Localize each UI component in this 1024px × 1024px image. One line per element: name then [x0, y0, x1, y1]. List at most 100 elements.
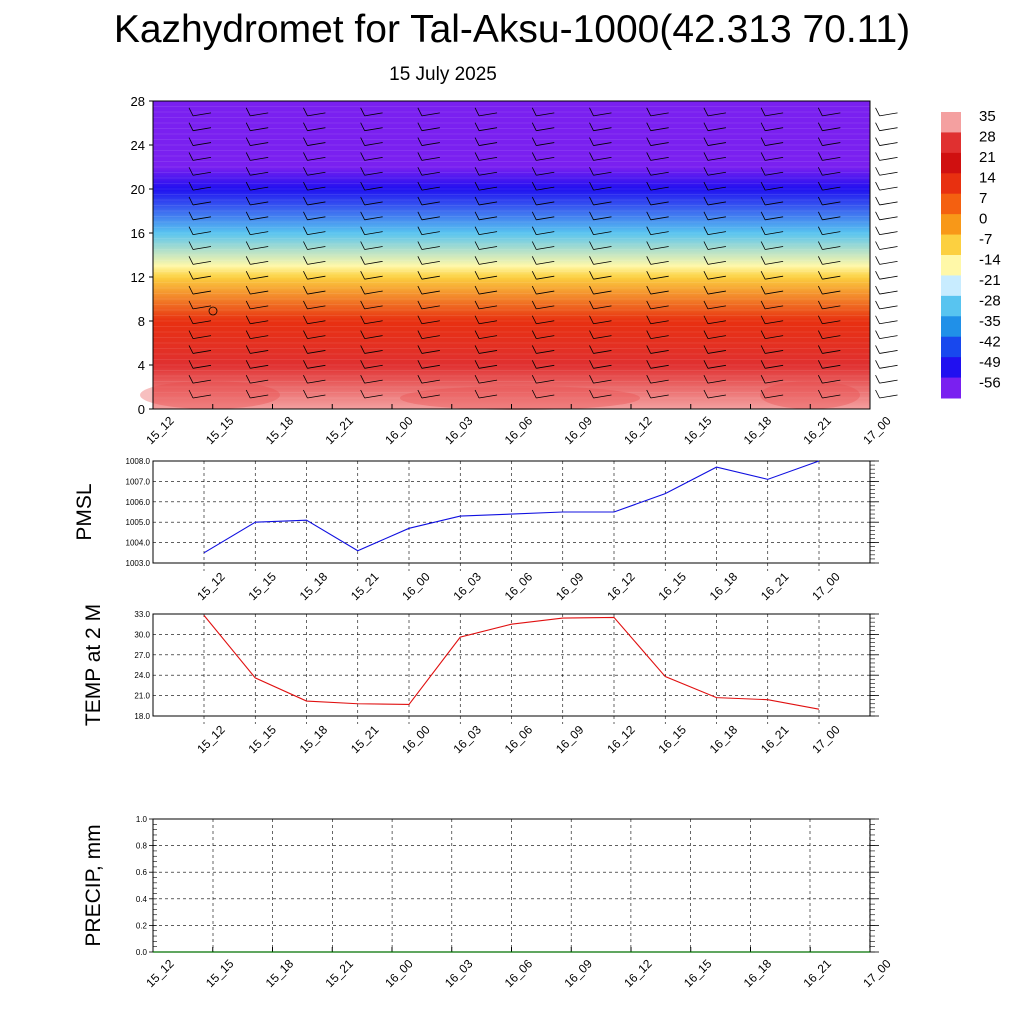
wind-barb-flag	[817, 196, 823, 206]
wind-barb	[421, 260, 440, 265]
wind-barb-flag	[817, 360, 823, 369]
wind-barb	[307, 231, 326, 236]
wind-barb-flag	[760, 389, 766, 399]
wind-barb-flag	[531, 167, 537, 176]
colorbar-label: -42	[979, 334, 1001, 351]
wind-barb-flag	[589, 241, 594, 250]
wind-barb-flag	[589, 315, 594, 324]
wind-barb-flag	[188, 196, 194, 206]
wind-barb-flag	[360, 241, 365, 250]
wind-barb	[707, 275, 726, 280]
wind-barb-flag	[589, 122, 594, 131]
wind-barb-flag	[245, 181, 251, 191]
pmsl-panel: 1003.0 1004.0 1005.0 1006.0 1007.0 1008.0 15_1…	[73, 457, 879, 603]
wind-barb-flag	[474, 360, 480, 369]
wind-barb	[593, 157, 612, 161]
wind-barb	[364, 260, 383, 265]
x-tick-label: 16_03	[442, 956, 476, 990]
wind-barb	[364, 350, 383, 354]
wind-barb-flag	[531, 315, 537, 324]
y-tick-label: 24	[131, 138, 145, 153]
wind-barb	[879, 335, 898, 339]
wind-barb-flag	[360, 389, 365, 399]
wind-barb-flag	[760, 181, 766, 191]
colorbar-swatch	[941, 377, 961, 399]
wind-barb	[307, 350, 326, 354]
wind-barb-flag	[703, 122, 709, 131]
wind-barb-flag	[875, 374, 880, 384]
wind-barb	[307, 290, 326, 295]
wind-barb	[364, 127, 383, 132]
wind-barb-flag	[474, 300, 480, 310]
wind-barb	[593, 350, 612, 354]
wind-barb-flag	[875, 315, 880, 324]
wind-barb-flag	[531, 256, 537, 265]
wind-barb-flag	[817, 389, 823, 399]
wind-barb	[250, 364, 269, 369]
wind-barb-flag	[703, 152, 709, 161]
wind-barb-flag	[760, 256, 766, 265]
wind-barb-flag	[360, 285, 365, 295]
colorbar-swatch	[941, 112, 961, 133]
wind-barb	[822, 112, 841, 117]
wind-barb	[364, 142, 383, 146]
wind-barb-flag	[531, 360, 537, 369]
wind-barb-flag	[417, 389, 423, 399]
wind-barb	[593, 127, 612, 132]
wind-barb-flag	[245, 271, 251, 280]
wind-barb-flag	[760, 167, 766, 176]
wind-barb-flag	[531, 137, 537, 146]
wind-barb-flag	[474, 122, 480, 131]
wind-barb-flag	[703, 256, 709, 265]
wind-barb-flag	[303, 271, 308, 280]
wind-barb-flag	[875, 181, 880, 191]
wind-barb-flag	[703, 137, 709, 146]
wind-barb-flag	[531, 122, 537, 131]
wind-barb-flag	[188, 374, 194, 384]
wind-barb	[250, 305, 269, 310]
wind-barb	[421, 171, 440, 176]
wind-barb-flag	[360, 152, 365, 161]
wind-barb-flag	[188, 315, 194, 324]
wind-barb	[364, 394, 383, 399]
wind-barb	[593, 364, 612, 369]
wind-barb-flag	[245, 226, 251, 235]
wind-barb	[536, 216, 555, 221]
wind-barb	[650, 379, 669, 384]
wind-barb	[822, 290, 841, 295]
wind-barb	[650, 112, 669, 117]
wind-barb	[650, 216, 669, 221]
wind-barb	[307, 320, 326, 325]
wind-barb-flag	[760, 300, 766, 310]
x-tick-label: 15_18	[297, 569, 331, 603]
wind-barb-flag	[817, 345, 823, 354]
wind-barb	[307, 260, 326, 265]
x-tick-label: 16_00	[382, 413, 416, 447]
wind-barb-flag	[188, 271, 194, 280]
wind-barb	[536, 290, 555, 295]
wind-barb	[421, 201, 440, 206]
wind-barb-flag	[817, 241, 823, 250]
wind-barb	[650, 320, 669, 325]
wind-barb-flag	[703, 181, 709, 191]
wind-barb-flag	[646, 271, 652, 280]
wind-barb-flag	[188, 285, 194, 295]
wind-barb-flag	[245, 330, 251, 339]
wind-barb	[765, 260, 784, 265]
wind-barb-flag	[417, 167, 423, 176]
wind-barb	[192, 127, 212, 132]
wind-barb	[478, 305, 498, 310]
wind-barb	[192, 246, 212, 250]
wind-barb	[879, 260, 898, 265]
wind-barb	[536, 246, 555, 250]
wind-barb	[478, 364, 498, 369]
wind-barb	[822, 216, 841, 221]
wind-barb	[478, 290, 498, 295]
wind-barb	[250, 335, 269, 339]
wind-barb	[707, 186, 726, 191]
wind-barb	[765, 216, 784, 221]
wind-barb-flag	[303, 256, 308, 265]
wind-barb	[593, 231, 612, 236]
wind-barb	[536, 305, 555, 310]
